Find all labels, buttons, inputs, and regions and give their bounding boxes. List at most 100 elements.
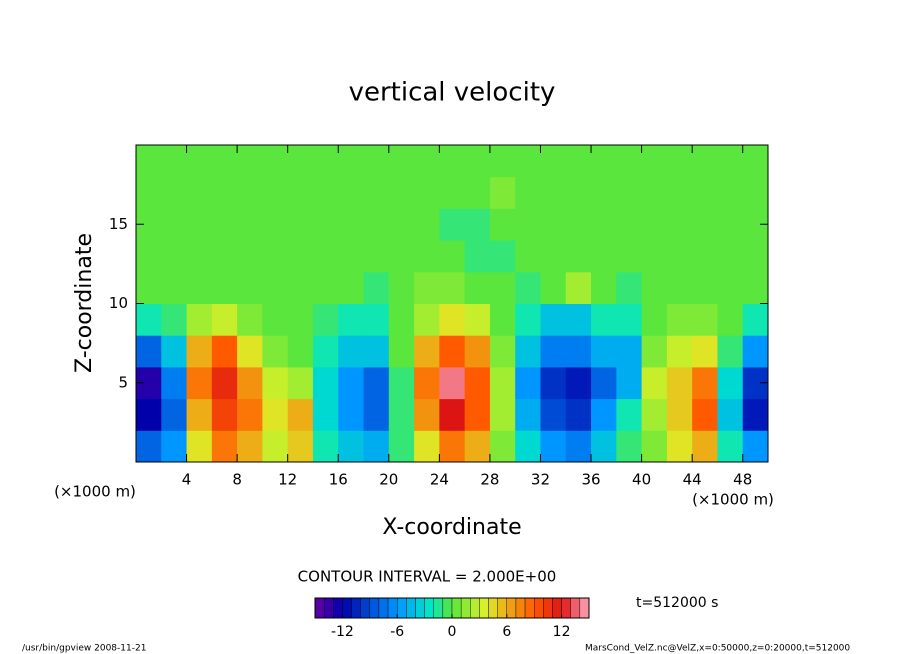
field-cell bbox=[363, 208, 390, 241]
field-cell bbox=[186, 145, 213, 178]
field-cell bbox=[338, 366, 365, 400]
field-cell bbox=[211, 398, 238, 431]
field-cell bbox=[439, 176, 466, 209]
field-cell bbox=[388, 398, 415, 431]
field-cell bbox=[641, 366, 668, 400]
field-cell bbox=[540, 176, 567, 209]
field-cell bbox=[565, 176, 592, 209]
field-cell bbox=[414, 398, 440, 431]
field-cell bbox=[565, 303, 592, 336]
field-cell bbox=[136, 303, 162, 336]
field-cell bbox=[464, 303, 491, 336]
field-cell bbox=[666, 303, 693, 336]
field-cell bbox=[464, 430, 491, 463]
colorbar-box bbox=[415, 597, 425, 619]
field-cell bbox=[540, 145, 567, 178]
field-cell bbox=[717, 240, 744, 273]
field-cell bbox=[692, 240, 718, 273]
field-cell bbox=[641, 240, 668, 273]
field-cell bbox=[211, 303, 238, 336]
field-cell bbox=[312, 208, 339, 241]
field-cell bbox=[666, 335, 693, 368]
x-tick-label: 40 bbox=[632, 471, 651, 489]
field-cell bbox=[388, 240, 415, 273]
colorbar-box bbox=[314, 597, 325, 619]
field-cell bbox=[338, 303, 365, 336]
field-cell bbox=[591, 208, 617, 241]
field-cell bbox=[161, 335, 188, 368]
x-tick-label: 8 bbox=[232, 471, 242, 489]
field-cell bbox=[591, 271, 617, 304]
field-cell bbox=[363, 430, 390, 463]
field-cell bbox=[565, 335, 592, 368]
field-cell bbox=[439, 366, 466, 400]
field-cell bbox=[338, 176, 365, 209]
field-cell bbox=[515, 240, 541, 273]
field-cell bbox=[591, 430, 617, 463]
x-tick-label: 16 bbox=[329, 471, 348, 489]
field-cell bbox=[287, 366, 314, 400]
field-cell bbox=[186, 366, 213, 400]
field-cell bbox=[211, 208, 238, 241]
x-axis-label: X-coordinate bbox=[382, 515, 521, 540]
field-cell bbox=[262, 271, 289, 304]
colorbar-box bbox=[543, 597, 553, 619]
field-cell bbox=[742, 240, 769, 273]
field-cell bbox=[439, 430, 466, 463]
x-tick-label: 12 bbox=[278, 471, 297, 489]
field-cell bbox=[414, 240, 440, 273]
field-cell bbox=[414, 430, 440, 463]
field-cell bbox=[388, 366, 415, 400]
field-cell bbox=[464, 335, 491, 368]
field-cell bbox=[186, 303, 213, 336]
field-cell bbox=[742, 271, 769, 304]
field-cell bbox=[414, 303, 440, 336]
field-cell bbox=[237, 176, 263, 209]
field-cell bbox=[464, 398, 491, 431]
colorbar-box bbox=[470, 597, 480, 619]
field-cell bbox=[388, 176, 415, 209]
field-cell bbox=[616, 271, 643, 304]
field-cell bbox=[591, 240, 617, 273]
field-cell bbox=[565, 208, 592, 241]
field-cell bbox=[515, 366, 541, 400]
field-cell bbox=[464, 271, 491, 304]
field-cell bbox=[565, 430, 592, 463]
field-cell bbox=[338, 145, 365, 178]
field-cell bbox=[338, 430, 365, 463]
field-cell bbox=[515, 303, 541, 336]
field-cell bbox=[616, 366, 643, 400]
field-cell bbox=[211, 176, 238, 209]
field-cell bbox=[692, 176, 718, 209]
field-cell bbox=[237, 366, 263, 400]
colorbar-box bbox=[479, 597, 489, 619]
field-cell bbox=[489, 430, 516, 463]
field-cell bbox=[262, 240, 289, 273]
colorbar-box bbox=[397, 597, 407, 619]
field-cell bbox=[565, 398, 592, 431]
field-cell bbox=[464, 240, 491, 273]
field-cell bbox=[692, 430, 718, 463]
x-tick-label: 28 bbox=[480, 471, 499, 489]
colorbar-box bbox=[360, 597, 370, 619]
x-tick-label: 48 bbox=[733, 471, 752, 489]
field-cell bbox=[591, 335, 617, 368]
field-cell bbox=[186, 335, 213, 368]
field-cell bbox=[414, 335, 440, 368]
field-cell bbox=[515, 430, 541, 463]
field-cell bbox=[515, 145, 541, 178]
x-unit: (×1000 m) bbox=[692, 491, 774, 509]
field-cell bbox=[489, 176, 516, 209]
field-cell bbox=[287, 303, 314, 336]
field-cell bbox=[136, 335, 162, 368]
field-cell bbox=[237, 398, 263, 431]
field-cell bbox=[439, 303, 466, 336]
field-cell bbox=[388, 145, 415, 178]
field-cell bbox=[136, 271, 162, 304]
field-cell bbox=[161, 398, 188, 431]
field-cell bbox=[287, 208, 314, 241]
field-cell bbox=[237, 335, 263, 368]
field-cell bbox=[692, 208, 718, 241]
field-cell bbox=[312, 145, 339, 178]
field-cell bbox=[616, 145, 643, 178]
